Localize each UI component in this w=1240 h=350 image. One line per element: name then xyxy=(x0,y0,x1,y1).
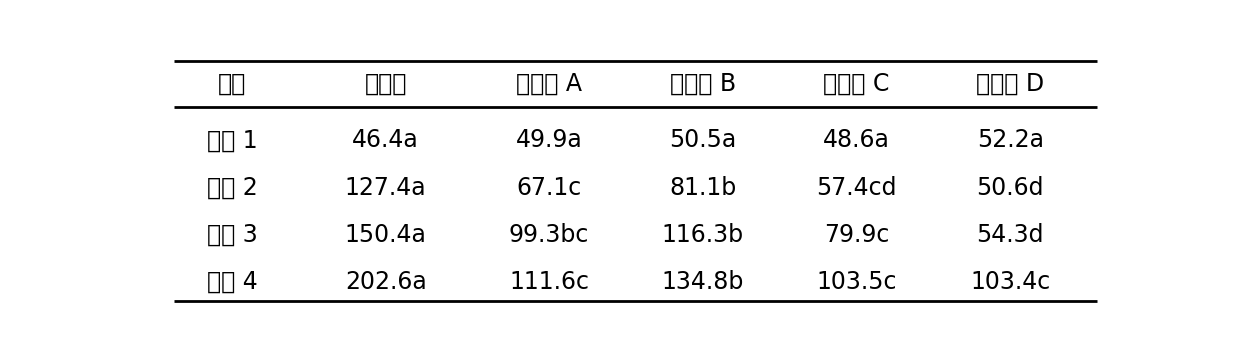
Text: 试验组 C: 试验组 C xyxy=(823,72,890,96)
Text: 对照组: 对照组 xyxy=(365,72,407,96)
Text: 99.3bc: 99.3bc xyxy=(508,223,589,247)
Text: 试验组 B: 试验组 B xyxy=(670,72,735,96)
Text: 134.8b: 134.8b xyxy=(662,270,744,294)
Text: 81.1b: 81.1b xyxy=(670,176,737,199)
Text: 48.6a: 48.6a xyxy=(823,128,890,152)
Text: 79.9c: 79.9c xyxy=(823,223,889,247)
Text: 试验组 D: 试验组 D xyxy=(976,72,1044,96)
Text: 67.1c: 67.1c xyxy=(516,176,582,199)
Text: 株高 3: 株高 3 xyxy=(207,223,257,247)
Text: 株高 4: 株高 4 xyxy=(207,270,257,294)
Text: 103.5c: 103.5c xyxy=(816,270,897,294)
Text: 202.6a: 202.6a xyxy=(345,270,427,294)
Text: 50.5a: 50.5a xyxy=(670,128,737,152)
Text: 127.4a: 127.4a xyxy=(345,176,427,199)
Text: 株高 2: 株高 2 xyxy=(207,176,257,199)
Text: 试验组 A: 试验组 A xyxy=(516,72,582,96)
Text: 株高 1: 株高 1 xyxy=(207,128,257,152)
Text: 49.9a: 49.9a xyxy=(516,128,583,152)
Text: 103.4c: 103.4c xyxy=(970,270,1050,294)
Text: 指标: 指标 xyxy=(218,72,246,96)
Text: 46.4a: 46.4a xyxy=(352,128,419,152)
Text: 111.6c: 111.6c xyxy=(508,270,589,294)
Text: 57.4cd: 57.4cd xyxy=(816,176,897,199)
Text: 54.3d: 54.3d xyxy=(977,223,1044,247)
Text: 52.2a: 52.2a xyxy=(977,128,1044,152)
Text: 50.6d: 50.6d xyxy=(977,176,1044,199)
Text: 116.3b: 116.3b xyxy=(662,223,744,247)
Text: 150.4a: 150.4a xyxy=(345,223,427,247)
